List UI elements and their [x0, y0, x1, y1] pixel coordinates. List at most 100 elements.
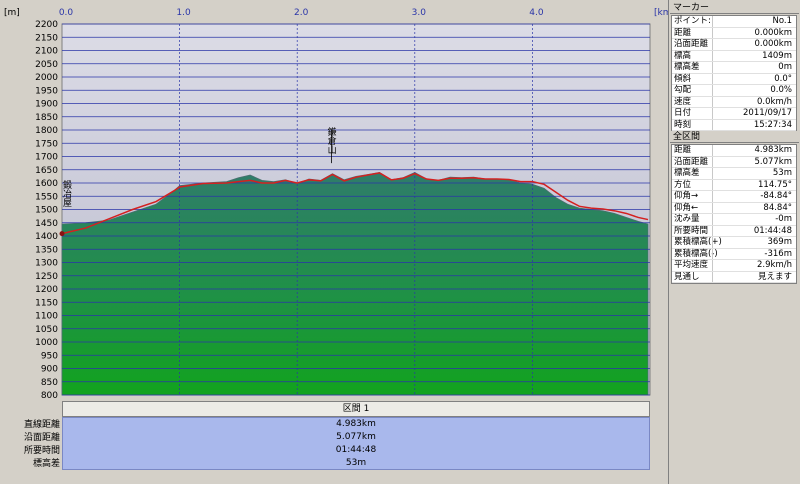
info-row-separator	[712, 50, 713, 61]
info-row-separator	[712, 237, 713, 248]
y-tick-label: 1850	[35, 113, 58, 123]
info-row-separator	[712, 119, 713, 130]
info-row-separator	[712, 62, 713, 73]
info-row-separator	[712, 96, 713, 107]
info-row: 標高 1409m	[672, 50, 796, 62]
info-row-separator	[712, 16, 713, 27]
y-tick-label: 1450	[35, 219, 58, 229]
info-row-separator	[712, 27, 713, 38]
peak-annotation-label: 鎌倉山	[326, 126, 337, 154]
section-info-table: 距離 4.983km 沿面距離 5.077km 標高差 53m 方位 114.75° 仰角→ -8…	[671, 144, 797, 284]
peak-annotation-label: 鍛冶屋	[61, 179, 72, 208]
y-tick-label: 1000	[35, 338, 58, 348]
info-row-label: 所要時間	[674, 225, 709, 236]
section-summary-box: 4.983km 5.077km 01:44:48 53m	[62, 417, 650, 470]
summary-label-straight-distance: 直線距離	[23, 420, 60, 430]
y-tick-label: 2000	[35, 73, 58, 83]
elevation-profile-chart[interactable]: 2200 2150 2100 2050 2000 1950 1900 1850 1800 1750…	[0, 0, 668, 400]
info-row-label: 日付	[674, 108, 692, 118]
info-row: 速度 0.0km/h	[672, 96, 796, 108]
x-tick-label: 1.0	[176, 8, 191, 18]
info-row-value: 0.0°	[774, 73, 792, 84]
panel-blank-area	[671, 285, 797, 480]
x-tick-label: 2.0	[294, 8, 309, 18]
marker-panel-header: マーカー	[670, 2, 799, 14]
y-tick-label: 1300	[35, 259, 58, 269]
info-row-label: 累積標高(-)	[674, 248, 718, 259]
info-row-value: 4.983km	[754, 145, 792, 155]
info-row: 所要時間 01:44:48	[672, 225, 796, 237]
summary-straight-distance: 4.983km	[336, 419, 376, 429]
info-row-separator	[712, 191, 713, 202]
info-row: 沿面距離 5.077km	[672, 156, 796, 168]
summary-label-surface-distance: 沿面距離	[23, 433, 60, 443]
info-row-label: 標高差	[674, 168, 700, 178]
y-tick-label: 1050	[35, 325, 58, 335]
elevation-chart-panel: 2200 2150 2100 2050 2000 1950 1900 1850 1800 1750…	[0, 0, 668, 470]
info-row: 仰角← 84.84°	[672, 202, 796, 214]
info-row-separator	[712, 85, 713, 96]
info-row-label: 標高差	[674, 62, 700, 72]
info-row: 沈み量 -0m	[672, 214, 796, 226]
y-tick-label: 1100	[35, 312, 58, 322]
section-title-bar[interactable]: 区間 1	[62, 401, 650, 417]
y-tick-label: 1400	[35, 232, 58, 242]
info-row-value: 84.84°	[763, 202, 792, 213]
x-tick-label: 4.0	[529, 8, 544, 18]
info-row-label: 見通し	[674, 271, 700, 282]
y-tick-label: 1350	[35, 245, 58, 255]
info-row-value: 見えます	[757, 271, 792, 282]
info-row-value: 2.9km/h	[757, 260, 792, 270]
y-tick-label: 2050	[35, 60, 58, 70]
info-row-value: -0m	[775, 214, 792, 224]
info-row-separator	[712, 168, 713, 179]
info-row: 日付 2011/09/17	[672, 108, 796, 120]
y-axis-unit: [m]	[4, 8, 20, 18]
y-tick-label: 850	[41, 378, 58, 388]
info-row-separator	[712, 179, 713, 190]
info-row-label: 距離	[674, 27, 692, 38]
x-tick-label: 0.0	[59, 8, 74, 18]
summary-label-elapsed-time: 所要時間	[23, 446, 60, 456]
y-tick-label: 1500	[35, 206, 58, 216]
info-row: 標高差 53m	[672, 168, 796, 180]
info-row: 沿面距離 0.000km	[672, 39, 796, 51]
marker-info-table: ポイント: No.1 距離 0.000km 沿面距離 0.000km 標高 1409m 標高差 0…	[671, 15, 797, 132]
info-row: 勾配 0.0%	[672, 85, 796, 97]
y-tick-label: 1150	[35, 298, 58, 308]
y-tick-label: 1750	[35, 139, 58, 149]
info-row: 平均速度 2.9km/h	[672, 260, 796, 272]
info-row-label: 勾配	[674, 85, 692, 95]
info-row: 距離 0.000km	[672, 27, 796, 39]
y-tick-label: 1950	[35, 86, 58, 96]
info-row-value: 114.75°	[758, 179, 792, 190]
info-row-label: 傾斜	[674, 73, 692, 84]
info-row-value: 0.000km	[754, 39, 792, 49]
y-tick-label: 2200	[35, 20, 58, 30]
info-row-value: -84.84°	[760, 191, 792, 201]
info-row-separator	[712, 214, 713, 225]
info-row-label: ポイント:	[674, 16, 711, 26]
y-tick-label: 950	[41, 351, 58, 361]
y-tick-label: 1550	[35, 192, 58, 202]
info-row: 距離 4.983km	[672, 145, 796, 157]
x-axis-unit: [km]	[654, 8, 668, 18]
info-row-separator	[712, 260, 713, 271]
info-row-value: 1409m	[762, 50, 792, 61]
info-row-value: 2011/09/17	[743, 108, 792, 118]
info-row-label: 沿面距離	[674, 39, 709, 49]
start-point-marker	[59, 231, 65, 237]
info-row: 見通し 見えます	[672, 271, 796, 283]
info-row-separator	[712, 271, 713, 282]
x-tick-label: 3.0	[412, 8, 427, 18]
info-row-label: 沈み量	[674, 214, 700, 224]
summary-label-elevation-diff: 標高差	[32, 459, 60, 469]
info-row-label: 標高	[674, 50, 692, 61]
info-row: 累積標高(-) -316m	[672, 248, 796, 260]
info-row-value: 15:27:34	[753, 119, 792, 130]
y-tick-label: 1700	[35, 153, 58, 163]
y-tick-label: 1200	[35, 285, 58, 295]
info-row-separator	[712, 108, 713, 119]
summary-elapsed-time: 01:44:48	[335, 445, 377, 455]
info-row-label: 仰角→	[674, 191, 699, 201]
